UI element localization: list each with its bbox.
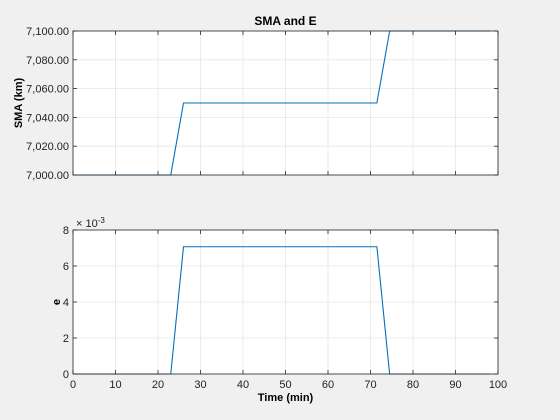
sma-x-ticks xyxy=(72,31,499,175)
sma-y-ticks: 7,000.00 7,020.00 7,040.00 7,060.00 7,080.00… xyxy=(26,26,498,182)
e-y-exponent-base: × 10 xyxy=(76,218,98,230)
sma-y-tick-label: 7,000.00 xyxy=(26,170,69,182)
e-y-tick-label: 6 xyxy=(63,261,69,273)
e-x-axis-label: Time (min) xyxy=(258,392,314,404)
e-y-tick-label: 4 xyxy=(63,297,69,309)
e-y-ticks: 0 2 4 6 8 xyxy=(63,225,498,381)
e-y-exponent-power: -3 xyxy=(98,216,106,225)
e-y-tick-label: 2 xyxy=(63,333,69,345)
sma-y-tick-label: 7,100.00 xyxy=(26,26,69,38)
e-x-tick-label: 20 xyxy=(152,379,164,391)
sma-axes: 7,000.00 7,020.00 7,040.00 7,060.00 7,080.00… xyxy=(13,14,499,182)
e-x-tick-label: 100 xyxy=(489,379,507,391)
chart-title: SMA and E xyxy=(254,14,316,28)
e-x-tick-label: 70 xyxy=(364,379,376,391)
sma-y-tick-label: 7,040.00 xyxy=(26,112,69,124)
e-x-tick-label: 60 xyxy=(322,379,334,391)
e-y-tick-label: 8 xyxy=(63,225,69,237)
e-x-tick-label: 40 xyxy=(237,379,249,391)
e-x-tick-label: 50 xyxy=(279,379,291,391)
sma-y-axis-label: SMA (km) xyxy=(13,78,25,129)
sma-y-tick-label: 7,060.00 xyxy=(26,84,69,96)
e-x-tick-label: 90 xyxy=(449,379,461,391)
e-x-ticks: 0 10 20 30 40 50 60 70 80 90 100 xyxy=(70,230,507,391)
e-x-tick-label: 30 xyxy=(194,379,206,391)
e-y-axis-label: e xyxy=(51,299,63,305)
e-y-tick-label: 0 xyxy=(63,369,69,381)
sma-y-tick-label: 7,020.00 xyxy=(26,141,69,153)
sma-y-tick-label: 7,080.00 xyxy=(26,55,69,67)
e-y-exponent: × 10-3 xyxy=(76,216,105,230)
e-x-tick-label: 10 xyxy=(109,379,121,391)
e-x-tick-label: 0 xyxy=(70,379,76,391)
e-x-tick-label: 80 xyxy=(407,379,419,391)
